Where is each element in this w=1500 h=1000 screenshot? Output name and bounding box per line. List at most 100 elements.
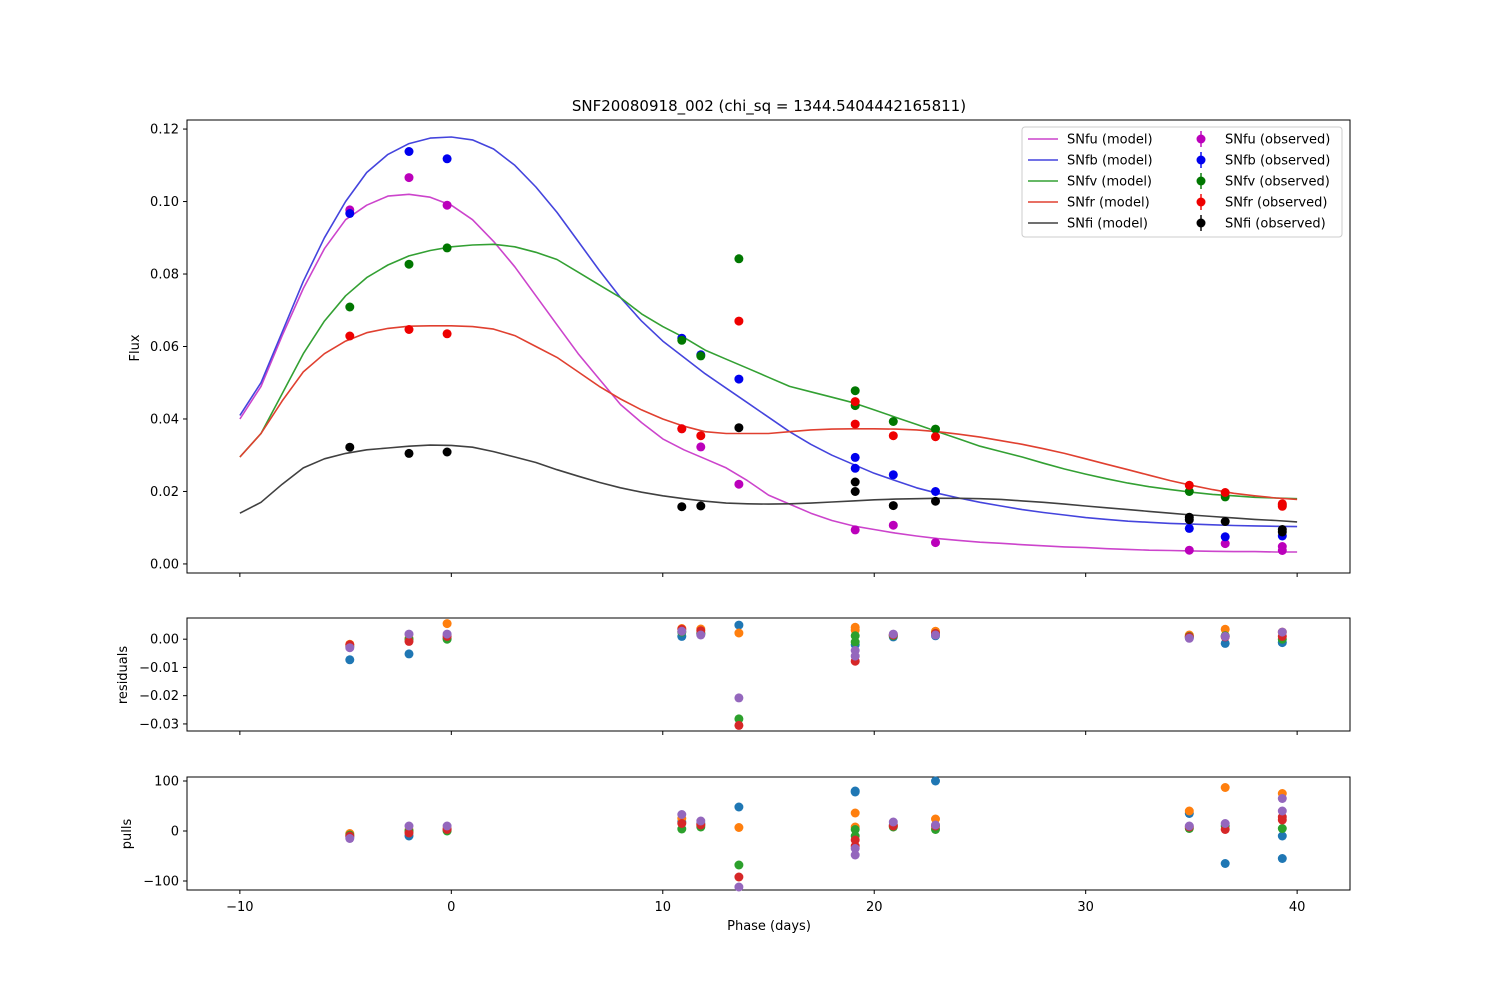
data-point	[1277, 501, 1287, 511]
data-point	[345, 834, 355, 843]
data-point	[696, 351, 706, 361]
data-point	[734, 316, 744, 326]
data-point	[442, 619, 452, 629]
data-point	[442, 243, 452, 253]
legend-box	[1021, 126, 1343, 238]
legend-point-swatch	[1196, 197, 1206, 207]
legend-label: SNfv (model)	[1067, 175, 1152, 190]
data-point	[404, 821, 414, 831]
legend-point-swatch	[1196, 218, 1206, 228]
data-point	[677, 424, 687, 434]
data-point	[345, 331, 355, 341]
model-line	[239, 193, 1298, 553]
data-point	[850, 787, 860, 797]
data-point	[888, 501, 898, 511]
pulls-axis-label: pulls	[120, 819, 135, 850]
data-point	[1277, 854, 1287, 863]
data-point	[734, 254, 744, 264]
data-point	[1220, 539, 1230, 549]
legend-label: SNfb (observed)	[1225, 154, 1330, 169]
x-tick-label: 10	[654, 900, 671, 915]
data-point	[442, 821, 452, 831]
data-point	[850, 825, 860, 834]
data-point	[931, 820, 940, 830]
y-tick-label: −0.01	[139, 661, 179, 676]
y-tick-label: 0	[171, 825, 179, 840]
model-line	[239, 325, 1298, 501]
x-tick-label: 40	[1289, 900, 1306, 915]
data-point	[442, 329, 452, 339]
data-point	[888, 431, 898, 441]
data-point	[1220, 517, 1230, 526]
data-point	[1220, 819, 1230, 828]
data-point	[850, 808, 860, 818]
data-point	[345, 442, 355, 452]
data-point	[1277, 627, 1287, 637]
data-point	[888, 629, 898, 639]
data-point	[345, 655, 355, 665]
data-point	[1277, 824, 1287, 833]
data-point	[1220, 488, 1230, 497]
data-point	[850, 637, 860, 647]
data-point	[345, 302, 355, 312]
data-point	[1220, 532, 1230, 542]
data-point	[850, 463, 860, 473]
data-point	[1277, 806, 1287, 816]
data-point	[1277, 542, 1287, 551]
data-point	[1184, 821, 1194, 831]
data-point	[734, 802, 744, 812]
residuals-panel: 0.00 −0.01 −0.02 −0.03	[139, 617, 1351, 735]
data-point	[1277, 527, 1287, 537]
data-point	[850, 487, 860, 496]
data-point	[734, 714, 744, 724]
data-point	[850, 525, 860, 535]
data-point	[850, 651, 860, 661]
data-point	[696, 442, 706, 452]
flux-axis-label: Flux	[128, 334, 143, 361]
data-point	[931, 487, 940, 496]
data-point	[677, 502, 687, 512]
data-point	[404, 147, 414, 156]
data-point	[442, 200, 452, 210]
data-point	[850, 452, 860, 462]
data-point	[1220, 783, 1230, 792]
data-point	[850, 844, 860, 853]
y-tick-label: 0.00	[150, 633, 179, 648]
plot-frame	[186, 617, 1351, 732]
data-point	[1184, 480, 1194, 490]
y-tick-label: 0.04	[150, 412, 179, 427]
plot-frame	[186, 776, 1351, 891]
flux-panel: 0.00 0.02 0.04 0.06 0.08 0.10 0.12	[150, 119, 1351, 577]
data-point	[1184, 515, 1194, 525]
data-point	[404, 828, 414, 838]
legend-label: SNfb (model)	[1067, 154, 1153, 169]
data-point	[734, 374, 744, 384]
data-point	[931, 630, 940, 640]
data-point	[404, 173, 414, 183]
model-line	[239, 444, 1298, 523]
data-point	[404, 259, 414, 269]
data-point	[1220, 859, 1230, 868]
phase-axis-label: Phase (days)	[727, 919, 811, 934]
y-tick-label: 0.06	[150, 340, 179, 355]
data-point	[1184, 545, 1194, 555]
data-point	[696, 431, 706, 441]
data-point	[442, 154, 452, 164]
data-point	[1184, 523, 1194, 533]
y-tick-label: 0.00	[150, 557, 179, 572]
data-point	[734, 823, 744, 832]
data-point	[1277, 794, 1287, 803]
data-point	[931, 538, 940, 548]
data-point	[677, 335, 687, 345]
y-tick-label: 0.08	[150, 268, 179, 283]
data-point	[734, 860, 744, 870]
data-point	[404, 629, 414, 639]
legend-point-swatch	[1196, 155, 1206, 165]
y-tick-label: −0.02	[139, 689, 179, 704]
data-point	[734, 628, 744, 638]
data-point	[734, 720, 744, 730]
chart-title: SNF20080918_002 (chi_sq = 1344.540444216…	[572, 97, 966, 116]
y-tick-label: −0.03	[139, 717, 179, 732]
x-tick-label: −10	[226, 900, 253, 915]
data-point	[850, 477, 860, 487]
